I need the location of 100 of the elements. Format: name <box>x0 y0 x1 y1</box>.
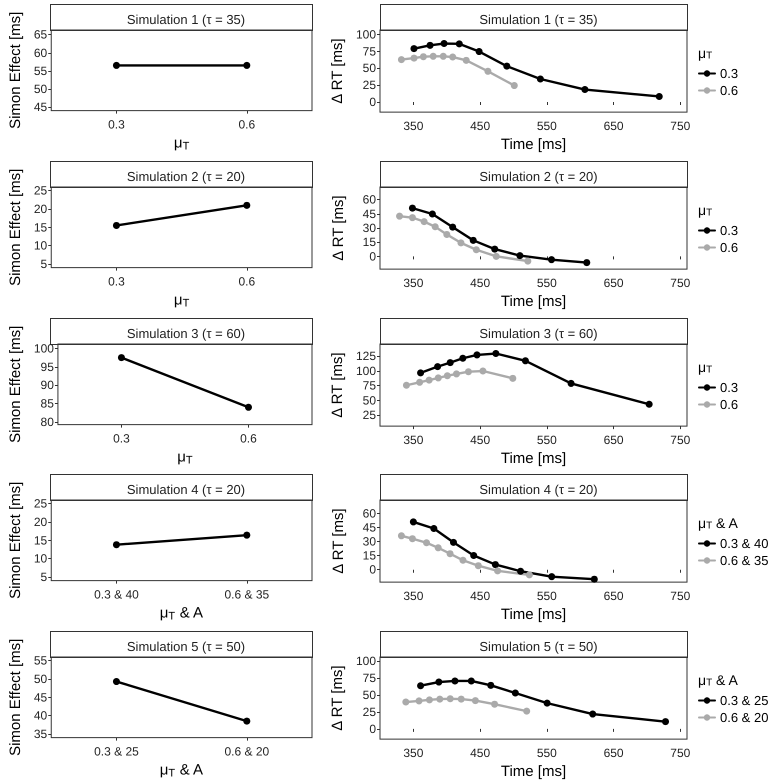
y-tick-label: 20 <box>34 515 48 530</box>
y-tick-label: 60 <box>362 192 376 207</box>
point <box>516 252 524 259</box>
point <box>440 40 448 48</box>
y-tick-label: 60 <box>362 506 376 521</box>
point <box>426 42 434 49</box>
point <box>662 718 670 726</box>
legend-label: 0.6 <box>720 396 738 412</box>
point <box>410 45 418 52</box>
point <box>434 362 442 370</box>
y-tick-label: 15 <box>362 549 376 564</box>
x-tick-label: 350 <box>403 432 424 447</box>
point <box>510 82 518 90</box>
point <box>479 367 486 374</box>
y-tick-label: 50 <box>362 61 376 76</box>
x-tick-label: 550 <box>536 746 558 760</box>
point <box>470 236 477 244</box>
point <box>468 678 475 685</box>
point <box>656 92 663 100</box>
point <box>517 568 524 576</box>
y-tick-label: 50 <box>34 672 48 686</box>
point <box>428 210 436 218</box>
x-tick-label: 0.3 <box>108 274 126 288</box>
point <box>487 682 494 690</box>
point <box>512 690 519 697</box>
point <box>444 372 451 379</box>
point <box>472 697 479 704</box>
point <box>492 252 500 260</box>
point <box>458 696 465 703</box>
y-tick-label: 85 <box>40 396 54 410</box>
point <box>402 698 410 706</box>
x-tick-label: 650 <box>604 746 624 760</box>
point <box>548 256 556 263</box>
point <box>408 536 416 543</box>
y-tick-label: 15 <box>34 534 48 548</box>
point <box>589 710 596 718</box>
chart-title: Simulation 1 (τ = 35) <box>126 12 246 27</box>
y-axis-title: Simon Effect [ms] <box>7 168 24 286</box>
point <box>430 52 437 60</box>
chart-title: Simulation 3 (τ = 60) <box>126 326 246 341</box>
y-axis-title: Δ RT [ms] <box>330 508 347 574</box>
point <box>396 212 404 220</box>
point <box>434 374 442 382</box>
x-tick-label: 0.6 & 20 <box>224 744 270 759</box>
y-tick-label: 30 <box>362 220 376 235</box>
y-tick-label: 80 <box>40 414 54 429</box>
x-tick-label: 550 <box>536 432 558 447</box>
point <box>484 68 492 75</box>
point <box>416 378 424 386</box>
x-tick-label: 0.6 <box>238 118 256 132</box>
y-tick-label: 45 <box>362 520 376 535</box>
y-tick-label: 10 <box>34 238 48 252</box>
point <box>524 257 532 264</box>
x-tick-label: 350 <box>403 746 424 760</box>
legend-title: μT <box>698 202 712 218</box>
point <box>408 204 416 212</box>
x-tick-label: 0.3 & 40 <box>94 588 140 602</box>
y-tick-label: 0 <box>369 563 376 578</box>
point <box>434 544 442 552</box>
legend-label: 0.3 & 40 <box>720 536 768 552</box>
y-tick-label: 125 <box>356 348 376 363</box>
point <box>476 48 483 56</box>
chart-title: Simulation 5 (τ = 50) <box>479 639 598 654</box>
y-tick-label: 0 <box>369 94 376 109</box>
point <box>435 678 442 686</box>
legend-label: 0.6 & 35 <box>720 553 768 568</box>
point <box>417 682 424 690</box>
chart-title: Simulation 5 (τ = 50) <box>126 639 246 654</box>
x-tick-label: 0.6 <box>238 274 256 288</box>
point <box>451 678 458 685</box>
y-tick-label: 15 <box>362 235 376 249</box>
legend-label: 0.3 & 25 <box>720 693 768 708</box>
y-tick-label: 0 <box>369 722 376 736</box>
y-tick-label: 0 <box>369 249 376 264</box>
point <box>590 576 598 584</box>
x-tick-label: 550 <box>536 276 558 290</box>
y-tick-label: 65 <box>34 28 48 42</box>
x-axis-title: Time [ms] <box>500 450 566 467</box>
y-axis-title: Simon Effect [ms] <box>7 482 24 600</box>
y-tick-label: 60 <box>34 46 48 60</box>
y-tick-label: 45 <box>34 690 48 704</box>
chart-title: Simulation 2 (τ = 20) <box>479 168 598 184</box>
x-tick-label: 450 <box>470 432 490 447</box>
legend-title: μT & A <box>698 515 739 532</box>
point <box>417 368 424 376</box>
y-tick-label: 75 <box>362 671 376 686</box>
point <box>446 358 454 366</box>
point <box>544 700 551 707</box>
point <box>494 568 502 575</box>
y-tick-label: 50 <box>362 392 376 407</box>
point <box>449 54 456 61</box>
y-tick-label: 45 <box>34 100 48 114</box>
point <box>423 540 430 547</box>
y-axis-title: Δ RT [ms] <box>329 352 346 418</box>
y-tick-label: 100 <box>356 27 376 42</box>
x-tick-label: 550 <box>536 589 558 604</box>
point <box>452 370 460 377</box>
y-axis-title: Δ RT [ms] <box>330 195 347 261</box>
point <box>473 351 480 358</box>
point <box>398 56 405 64</box>
